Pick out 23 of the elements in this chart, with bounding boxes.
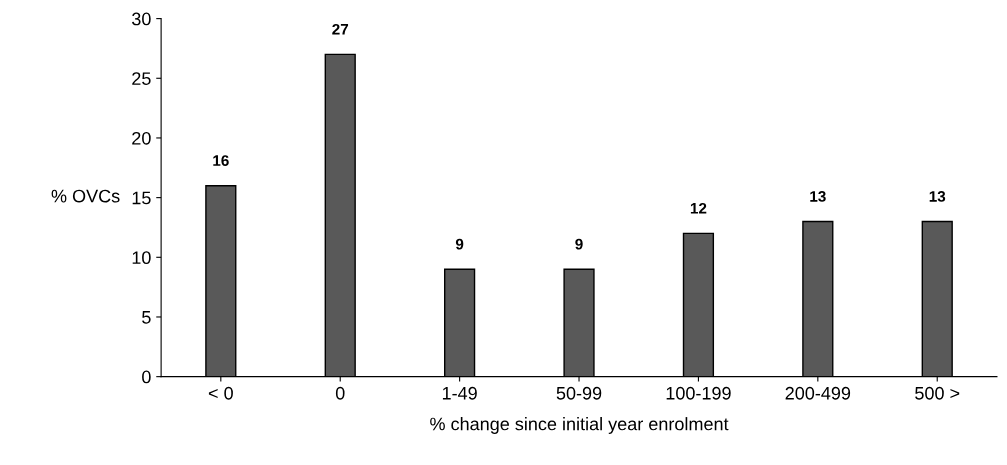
data-label: 13 xyxy=(810,190,826,202)
data-label: 12 xyxy=(690,202,707,214)
data-label: 9 xyxy=(455,238,464,250)
x-axis-title: % change since initial year enrolment xyxy=(430,417,729,434)
y-tick-label: 10 xyxy=(132,251,151,265)
y-tick-label: 0 xyxy=(142,370,151,384)
data-label: 27 xyxy=(332,23,349,35)
x-tick-label: 50-99 xyxy=(556,386,602,400)
y-tick-label: 25 xyxy=(132,72,151,85)
x-tick-label: < 0 xyxy=(208,386,233,400)
x-tick-label: 0 xyxy=(335,386,345,400)
x-tick-label: 500 > xyxy=(915,386,960,400)
data-label: 9 xyxy=(575,238,583,250)
y-tick-label: 15 xyxy=(132,191,151,205)
x-tick-label: 1-49 xyxy=(442,386,477,400)
y-tick-label: 30 xyxy=(132,12,151,26)
y-tick-label: 5 xyxy=(142,311,151,324)
x-tick-label: 200-499 xyxy=(785,386,851,400)
y-axis-title: % OVCs xyxy=(51,189,120,203)
y-tick-label: 20 xyxy=(132,131,151,145)
x-tick-label: 100-199 xyxy=(666,386,731,400)
data-label: 13 xyxy=(929,190,946,202)
data-label: 16 xyxy=(213,155,229,166)
